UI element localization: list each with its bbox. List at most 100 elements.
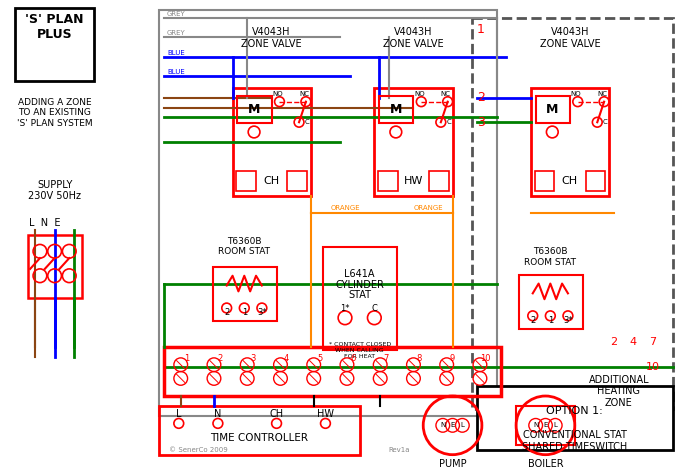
Text: SUPPLY
230V 50Hz: SUPPLY 230V 50Hz (28, 180, 81, 201)
Text: 3*: 3* (257, 308, 267, 317)
Text: 1: 1 (184, 354, 189, 363)
Text: 1: 1 (548, 316, 553, 325)
Text: C: C (304, 119, 309, 125)
Text: * CONTACT CLOSED
WHEN CALLING
FOR HEAT: * CONTACT CLOSED WHEN CALLING FOR HEAT (328, 342, 391, 359)
Text: CYLINDER: CYLINDER (335, 279, 384, 290)
Bar (237, 171, 256, 190)
Bar (535, 171, 554, 190)
Bar (472, 18, 673, 409)
Text: V4043H
ZONE VALVE: V4043H ZONE VALVE (383, 28, 444, 49)
Text: L: L (553, 422, 557, 428)
Text: © SenerCo 2009: © SenerCo 2009 (169, 447, 228, 453)
Text: BOILER: BOILER (528, 460, 563, 468)
Bar (380, 96, 413, 123)
Text: NO: NO (414, 91, 424, 97)
Text: N: N (214, 409, 221, 418)
Text: PUMP: PUMP (439, 460, 466, 468)
Text: 10: 10 (646, 362, 660, 372)
Text: STAT: STAT (348, 290, 371, 300)
Text: ORANGE: ORANGE (331, 205, 360, 211)
Text: 2: 2 (611, 337, 618, 347)
Text: 2: 2 (217, 354, 222, 363)
Text: TIME CONTROLLER: TIME CONTROLLER (210, 433, 308, 443)
Text: N: N (440, 422, 446, 428)
Bar (159, 10, 497, 416)
Text: T6360B
ROOM STAT: T6360B ROOM STAT (218, 237, 270, 256)
Text: NC: NC (299, 91, 309, 97)
Text: OPTION 1:: OPTION 1: (546, 406, 603, 416)
Text: V4043H
ZONE VALVE: V4043H ZONE VALVE (540, 28, 600, 49)
Text: 3*: 3* (563, 316, 573, 325)
Bar (586, 171, 605, 190)
Bar (519, 275, 582, 329)
Bar (429, 171, 448, 190)
Text: L: L (176, 409, 181, 418)
Text: NC: NC (441, 91, 451, 97)
Text: 1: 1 (241, 308, 247, 317)
Text: NO: NO (571, 91, 581, 97)
Text: E: E (451, 422, 455, 428)
Text: CH: CH (270, 409, 284, 418)
Text: BLUE: BLUE (167, 69, 185, 75)
Bar (237, 96, 272, 123)
Bar (516, 406, 575, 445)
Text: M: M (546, 103, 558, 116)
Text: 10: 10 (480, 354, 491, 363)
Text: E: E (543, 422, 548, 428)
Text: NO: NO (273, 91, 283, 97)
Text: HW: HW (404, 176, 423, 186)
Text: 7: 7 (649, 337, 657, 347)
Text: ORANGE: ORANGE (413, 205, 443, 211)
Text: ADDITIONAL
HEATING
ZONE: ADDITIONAL HEATING ZONE (589, 374, 649, 408)
Text: GREY: GREY (167, 11, 186, 17)
Text: CH: CH (264, 176, 279, 186)
Bar (378, 171, 398, 190)
Text: L: L (460, 422, 464, 428)
Bar (531, 88, 609, 196)
Text: L641A: L641A (344, 269, 375, 279)
Bar (535, 96, 570, 123)
Bar (324, 248, 397, 350)
Bar (28, 234, 82, 298)
Text: BLUE: BLUE (167, 50, 185, 56)
Text: C: C (446, 119, 451, 125)
Text: C: C (603, 119, 607, 125)
Bar (375, 88, 453, 196)
Text: M: M (390, 103, 402, 116)
Text: 9: 9 (450, 354, 455, 363)
Text: CH: CH (562, 176, 578, 186)
Text: 4: 4 (630, 337, 637, 347)
Text: 3: 3 (477, 116, 485, 129)
Text: N: N (533, 422, 538, 428)
Text: 2: 2 (477, 91, 485, 104)
Text: T6360B
ROOM STAT: T6360B ROOM STAT (524, 248, 576, 267)
Text: NC: NC (597, 91, 607, 97)
Text: V4043H
ZONE VALVE: V4043H ZONE VALVE (241, 28, 302, 49)
Text: Rev1a: Rev1a (388, 447, 410, 453)
Text: 8: 8 (417, 354, 422, 363)
Text: 'S' PLAN
PLUS: 'S' PLAN PLUS (26, 14, 84, 41)
Text: L  N  E: L N E (29, 218, 61, 228)
Text: C: C (371, 304, 377, 313)
Text: 1: 1 (477, 23, 485, 37)
Bar (213, 267, 277, 321)
Bar (164, 347, 502, 396)
Text: 3: 3 (250, 354, 256, 363)
Bar (287, 171, 307, 190)
Text: 4: 4 (284, 354, 289, 363)
Bar (233, 88, 310, 196)
Text: ADDING A ZONE
TO AN EXISTING
'S' PLAN SYSTEM: ADDING A ZONE TO AN EXISTING 'S' PLAN SY… (17, 98, 92, 128)
Text: 2: 2 (224, 308, 229, 317)
Text: 6: 6 (350, 354, 355, 363)
Bar (159, 406, 359, 455)
Bar (15, 8, 94, 81)
Text: 1*: 1* (340, 304, 350, 313)
Text: M: M (248, 103, 260, 116)
Text: CONVENTIONAL STAT
SHARED TIMESWITCH: CONVENTIONAL STAT SHARED TIMESWITCH (522, 430, 627, 452)
Text: 5: 5 (317, 354, 322, 363)
Text: 7: 7 (384, 354, 388, 363)
Text: HW: HW (317, 409, 334, 418)
Bar (477, 386, 673, 450)
Text: 2: 2 (530, 316, 535, 325)
Text: GREY: GREY (167, 30, 186, 36)
